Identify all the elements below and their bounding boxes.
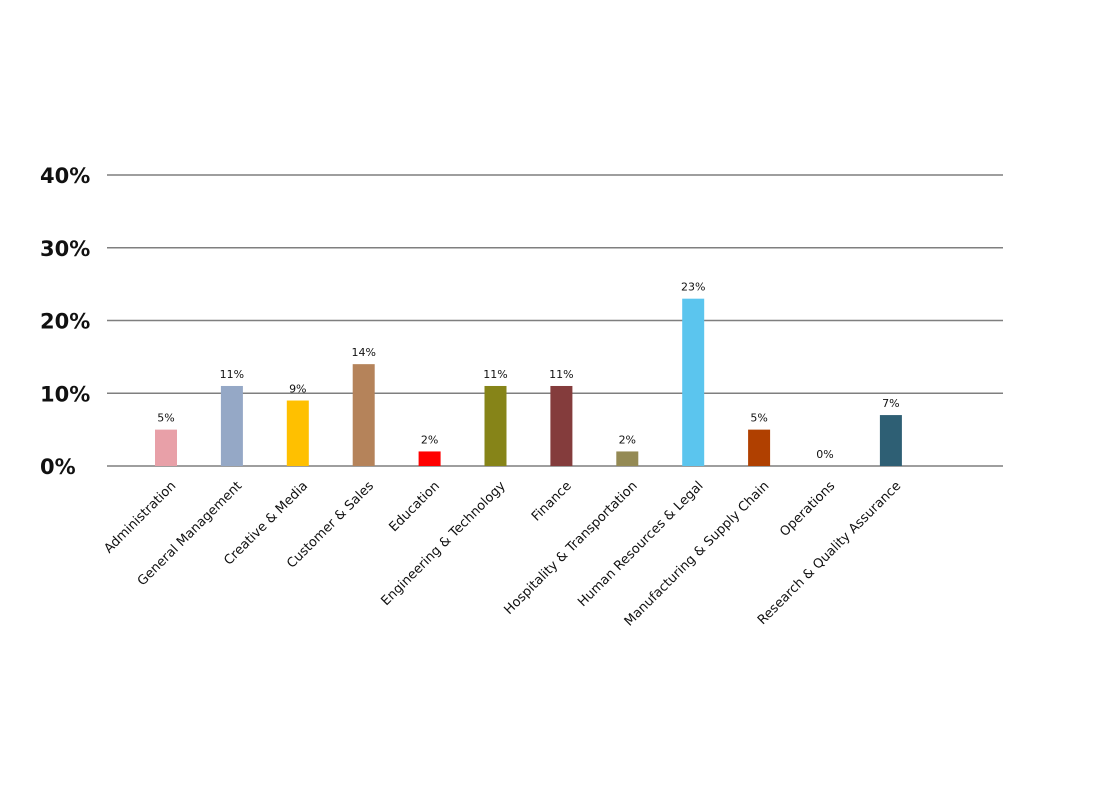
value-label: 9% <box>289 383 306 396</box>
x-tick-label: Manufacturing & Supply Chain <box>622 479 773 630</box>
value-label: 14% <box>351 346 375 359</box>
bar <box>220 385 243 466</box>
bar <box>286 400 309 466</box>
value-label: 11% <box>549 368 573 381</box>
value-label: 2% <box>619 433 636 446</box>
x-tick-label: Engineering & Technology <box>379 478 509 608</box>
x-tick-label: Human Resources & Legal <box>575 479 706 610</box>
x-tick-label: Research & Quality Assurance <box>755 479 904 628</box>
y-tick-label: 0% <box>40 455 76 479</box>
bar <box>352 364 375 466</box>
y-tick-label: 10% <box>40 382 90 406</box>
value-label: 2% <box>421 433 438 446</box>
y-tick-label: 40% <box>40 164 90 188</box>
value-label: 11% <box>220 368 244 381</box>
bar <box>484 385 507 466</box>
x-tick-label: Operations <box>777 479 838 540</box>
value-label: 23% <box>681 281 705 294</box>
bar <box>155 429 177 466</box>
x-tick-label: Hospitality & Transportation <box>502 479 641 618</box>
bar <box>616 451 639 466</box>
value-label: 0% <box>816 448 833 461</box>
bar <box>418 451 441 466</box>
value-label: 5% <box>157 412 174 425</box>
bar <box>682 298 705 466</box>
y-tick-label: 30% <box>40 237 90 261</box>
value-label: 7% <box>882 397 899 410</box>
value-label: 11% <box>483 368 507 381</box>
x-tick-label: Finance <box>529 479 575 525</box>
value-label: 5% <box>750 412 767 425</box>
y-tick-label: 20% <box>40 310 90 334</box>
bar <box>748 429 771 466</box>
bar <box>550 385 573 466</box>
bar <box>879 415 902 466</box>
x-tick-label: Education <box>387 479 443 535</box>
